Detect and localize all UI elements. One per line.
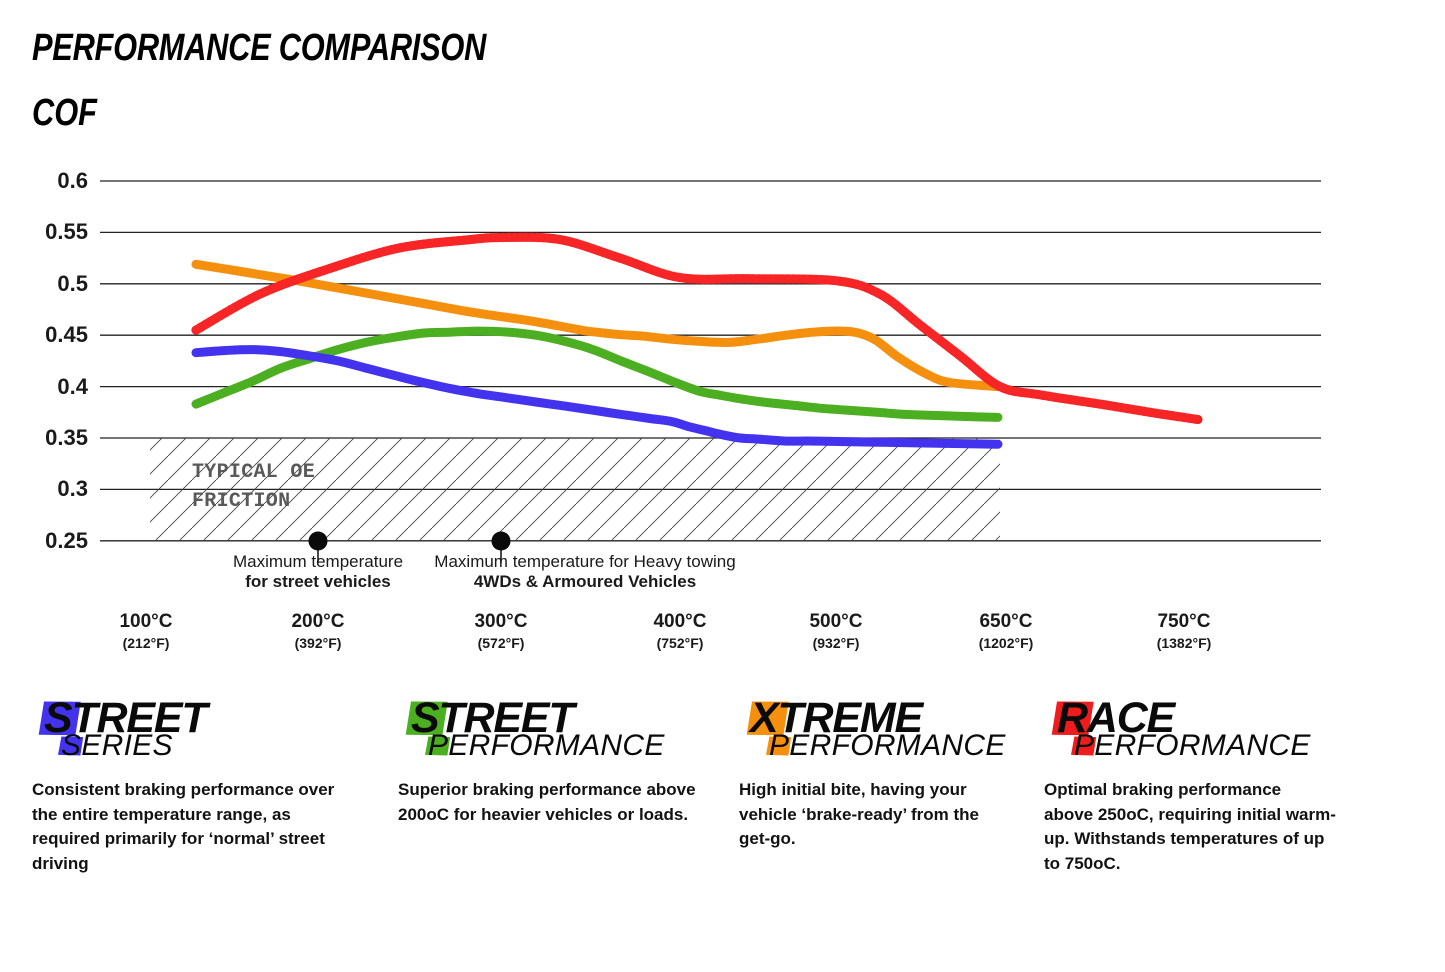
svg-text:(932°F): (932°F) — [813, 635, 860, 651]
svg-text:(752°F): (752°F) — [657, 635, 704, 651]
svg-text:0.3: 0.3 — [57, 476, 88, 501]
svg-text:Maximum temperature: Maximum temperature — [233, 552, 403, 571]
svg-text:0.4: 0.4 — [57, 374, 88, 399]
svg-text:SERIES: SERIES — [61, 729, 173, 762]
svg-text:0.5: 0.5 — [57, 271, 88, 296]
svg-text:(1202°F): (1202°F) — [979, 635, 1034, 651]
svg-text:(1382°F): (1382°F) — [1157, 635, 1212, 651]
svg-text:500°C: 500°C — [809, 611, 862, 632]
svg-text:0.45: 0.45 — [45, 322, 88, 347]
svg-text:0.6: 0.6 — [57, 168, 88, 193]
svg-text:FRICTION: FRICTION — [192, 490, 290, 513]
svg-text:PERFORMANCE: PERFORMANCE — [1074, 729, 1311, 762]
svg-text:for street vehicles: for street vehicles — [245, 572, 391, 591]
svg-text:300°C: 300°C — [474, 611, 527, 632]
svg-text:PERFORMANCE: PERFORMANCE — [428, 729, 665, 762]
svg-text:(392°F): (392°F) — [295, 635, 342, 651]
svg-text:(212°F): (212°F) — [123, 635, 170, 651]
svg-text:4WDs & Armoured Vehicles: 4WDs & Armoured Vehicles — [474, 572, 696, 591]
svg-text:200°C: 200°C — [291, 611, 344, 632]
svg-text:0.55: 0.55 — [45, 219, 88, 244]
svg-text:400°C: 400°C — [653, 611, 706, 632]
svg-text:Maximum temperature for Heavy: Maximum temperature for Heavy towing — [434, 552, 735, 571]
svg-text:650°C: 650°C — [979, 611, 1032, 632]
svg-text:100°C: 100°C — [119, 611, 172, 632]
svg-text:PERFORMANCE: PERFORMANCE — [769, 729, 1006, 762]
svg-text:(572°F): (572°F) — [478, 635, 525, 651]
svg-text:750°C: 750°C — [1157, 611, 1210, 632]
svg-text:0.35: 0.35 — [45, 425, 88, 450]
svg-text:TYPICAL OE: TYPICAL OE — [192, 461, 315, 484]
svg-text:0.25: 0.25 — [45, 528, 88, 553]
